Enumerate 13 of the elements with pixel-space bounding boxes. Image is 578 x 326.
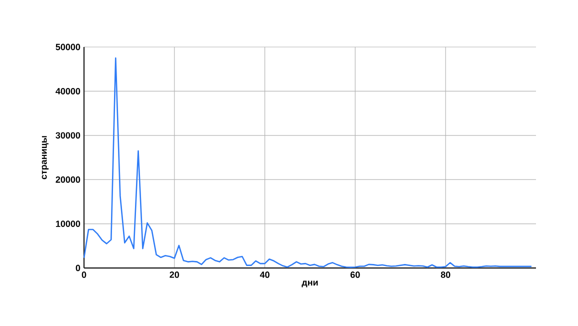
x-tick-label: 0: [82, 272, 86, 278]
x-tick-label: 20: [170, 272, 180, 278]
y-tick-label: 10000: [56, 220, 80, 227]
y-tick-label: 20000: [56, 176, 80, 183]
y-tick-label: 30000: [56, 132, 80, 139]
y-axis-title: страницы: [42, 136, 49, 180]
y-tick-label: 0: [76, 264, 80, 272]
x-tick-label: 60: [350, 272, 360, 278]
x-tick-label: 80: [440, 272, 450, 278]
y-tick-label: 40000: [56, 88, 80, 94]
y-tick-label: 50000: [56, 44, 80, 50]
x-axis-title: дни: [302, 280, 318, 288]
x-tick-label: 40: [260, 272, 270, 278]
